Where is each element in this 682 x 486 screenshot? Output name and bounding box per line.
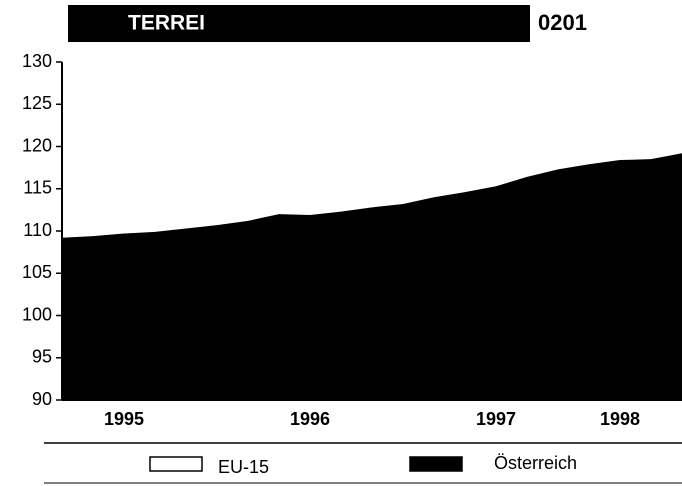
area [62,153,682,400]
x-tick-label: 1998 [600,409,640,429]
y-tick-label: 95 [32,347,52,367]
y-tick-label: 125 [22,93,52,113]
y-tick-label: 100 [22,304,52,324]
y-tick-label: 105 [22,262,52,282]
legend-swatch [149,456,203,472]
chart-title: TERREI [128,12,205,35]
y-tick-label: 90 [32,389,52,409]
x-tick-label: 1995 [104,409,144,429]
y-tick-label: 130 [22,51,52,71]
legend-label: Österreich [494,453,577,473]
y-tick-label: 115 [23,178,52,198]
y-tick-label: 110 [23,220,52,240]
title-bar [68,5,530,42]
chart-subtitle: 0201 [538,10,587,35]
x-tick-label: 1996 [290,409,330,429]
legend-label: EU-15 [218,457,269,477]
legend-swatch [409,456,463,472]
y-tick-label: 120 [22,135,52,155]
x-tick-label: 1997 [476,409,516,429]
